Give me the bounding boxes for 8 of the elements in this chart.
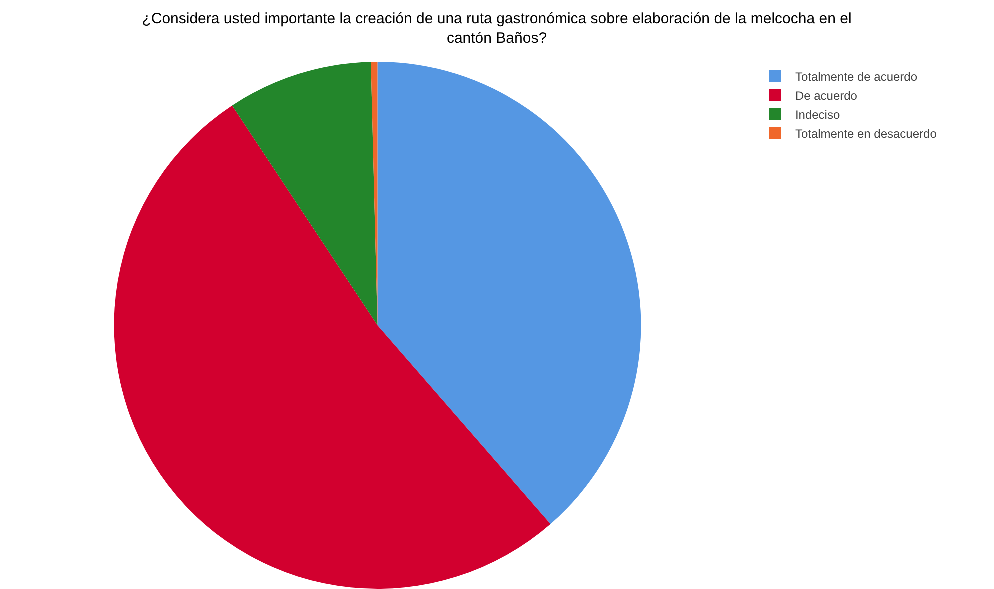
- pie-slice: [114, 106, 551, 589]
- legend-label: Totalmente en desacuerdo: [795, 127, 938, 142]
- pie-slice: [232, 62, 378, 326]
- chart-title: ¿Considera usted importante la creación de una ruta gastronómica sobre elaboración de la melcocha en el cantón Baños?: [142, 10, 852, 48]
- legend-label: De acuerdo: [795, 89, 858, 104]
- pie-slice: [378, 62, 642, 524]
- legend-label: Indeciso: [795, 108, 840, 122]
- legend-label: Totalmente de acuerdo: [795, 70, 918, 84]
